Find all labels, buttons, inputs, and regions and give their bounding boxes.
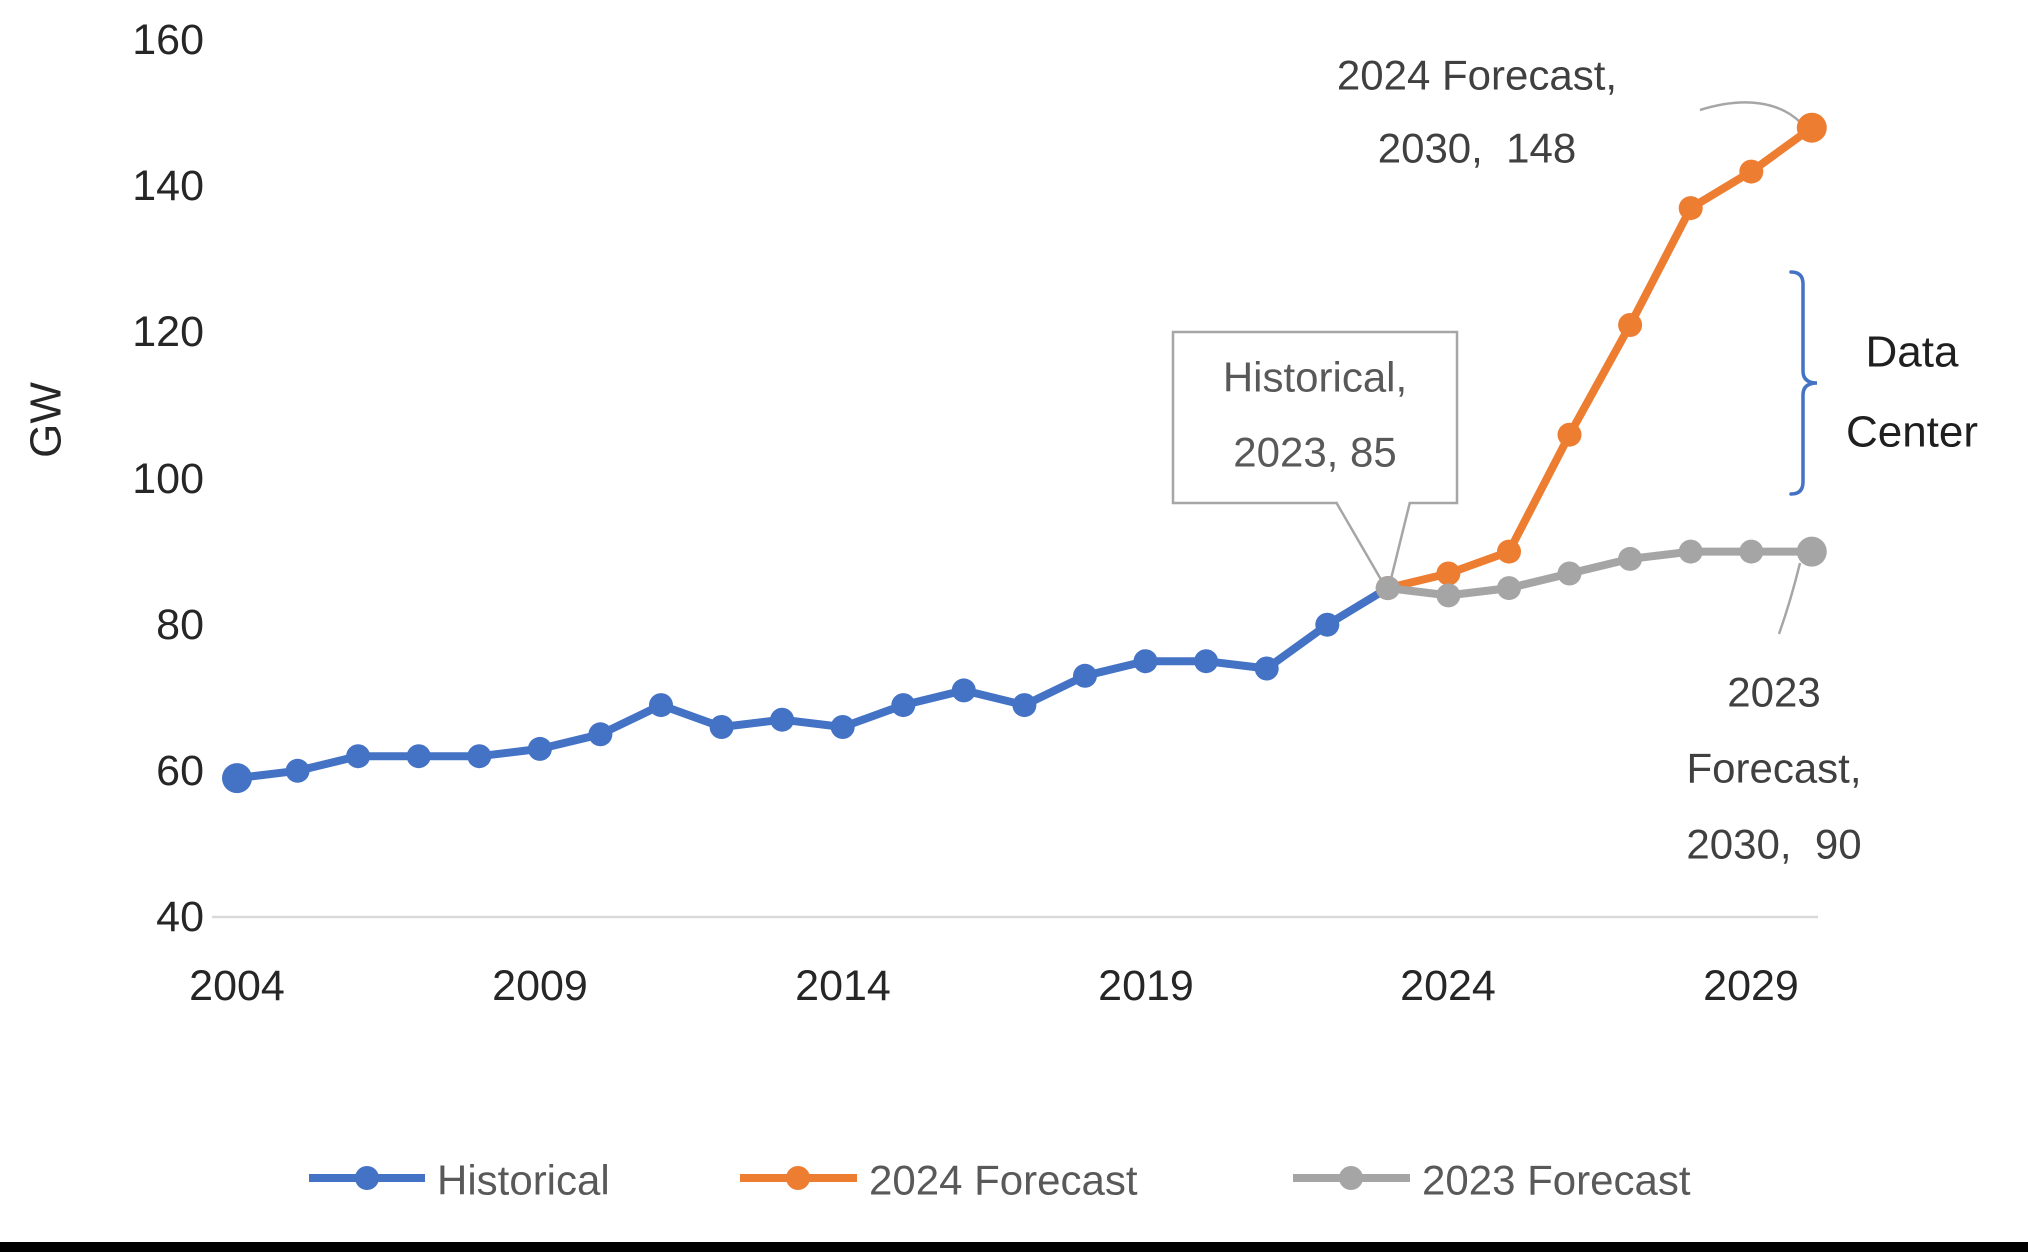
series-layer <box>222 112 1827 794</box>
data-point-2023-forecast-2030 <box>1796 536 1827 567</box>
x-tick-2019: 2019 <box>1098 962 1194 1010</box>
data-center-bracket <box>1789 270 1818 496</box>
label-2023-forecast-line3: 2030, 90 <box>1686 821 1861 868</box>
y-tick-80: 80 <box>156 601 204 649</box>
data-point-historical-2012 <box>709 715 734 739</box>
legend-label-2023-forecast: 2023 Forecast <box>1422 1157 1691 1204</box>
callout-text-line1: Historical, <box>1223 354 1407 401</box>
data-point-2023-forecast-2025 <box>1497 576 1521 601</box>
label-2024-forecast-line2: 2030, 148 <box>1378 125 1577 172</box>
x-tick-2014: 2014 <box>795 962 891 1010</box>
y-tick-60: 60 <box>156 747 204 795</box>
x-tick-2009: 2009 <box>492 962 588 1010</box>
data-point-2024-forecast-2026 <box>1557 422 1582 447</box>
y-tick-100: 100 <box>132 455 204 503</box>
legend-marker-historical-dot <box>355 1166 379 1190</box>
callout-box <box>1171 330 1459 505</box>
callout-pointer-left <box>1334 501 1385 584</box>
data-point-historical-2016 <box>951 678 976 703</box>
data-point-historical-2020 <box>1194 649 1219 674</box>
data-point-historical-2019 <box>1133 649 1158 674</box>
x-tick-2029: 2029 <box>1703 962 1799 1010</box>
data-point-2023-forecast-2028 <box>1678 539 1703 564</box>
data-point-2023-forecast-2027 <box>1618 546 1643 571</box>
data-point-historical-2007 <box>406 744 431 769</box>
y-tick-40: 40 <box>156 893 204 941</box>
leader-line-2023-forecast <box>1777 562 1802 635</box>
y-tick-160: 160 <box>132 16 204 64</box>
y-axis-title: GW <box>22 382 71 458</box>
callout-text-line2: 2023, 85 <box>1233 429 1397 476</box>
data-point-historical-2018 <box>1073 663 1097 688</box>
data-point-historical-2011 <box>649 693 673 718</box>
data-point-2024-forecast-2024 <box>1436 561 1461 586</box>
x-tick-2004: 2004 <box>189 962 285 1010</box>
data-point-historical-2006 <box>346 744 371 769</box>
callout-pointer-right <box>1388 501 1412 584</box>
data-point-2024-forecast-2027 <box>1618 313 1643 337</box>
historical-callout: Historical, 2023, 85 <box>1171 330 1459 584</box>
data-point-2024-forecast-2025 <box>1497 539 1521 564</box>
data-point-historical-2008 <box>467 744 492 769</box>
data-point-historical-2013 <box>770 707 795 732</box>
data-center-label-line1: Data <box>1866 328 1959 377</box>
data-point-2023-forecast-2023 <box>1375 576 1400 601</box>
legend-marker-2024-forecast-dot <box>786 1166 810 1190</box>
data-point-2024-forecast-2030 <box>1796 112 1827 143</box>
data-point-historical-2022 <box>1315 612 1340 637</box>
data-point-2023-forecast-2024 <box>1436 583 1461 608</box>
y-tick-120: 120 <box>132 308 204 356</box>
data-point-historical-2017 <box>1012 693 1037 718</box>
data-point-historical-2005 <box>285 758 310 783</box>
callout-pointer-fill <box>1336 500 1410 584</box>
data-point-2023-forecast-2029 <box>1739 539 1764 564</box>
data-point-2023-forecast-2026 <box>1557 561 1582 586</box>
label-2023-forecast-line2: Forecast, <box>1686 745 1861 792</box>
legend-label-historical: Historical <box>437 1157 610 1204</box>
legend-label-2024-forecast: 2024 Forecast <box>869 1157 1138 1204</box>
legend-marker-2023-forecast-dot <box>1339 1166 1363 1190</box>
bottom-black-bar <box>0 1242 2028 1252</box>
data-center-label-line2: Center <box>1846 408 1978 457</box>
data-point-historical-2010 <box>588 722 613 747</box>
y-tick-140: 140 <box>132 162 204 210</box>
data-point-historical-2015 <box>891 693 916 718</box>
legend: Historical 2024 Forecast 2023 Forecast <box>309 1157 1691 1204</box>
data-point-2024-forecast-2029 <box>1739 159 1764 184</box>
data-point-2024-forecast-2028 <box>1678 196 1703 221</box>
label-2024-forecast-line1: 2024 Forecast, <box>1337 52 1617 99</box>
x-tick-2024: 2024 <box>1400 962 1496 1010</box>
data-point-historical-2004 <box>222 763 252 794</box>
leader-line-2024-forecast <box>1699 101 1802 124</box>
data-point-historical-2009 <box>527 736 552 761</box>
label-2023-forecast-line1: 2023 <box>1727 669 1820 716</box>
data-point-historical-2021 <box>1254 656 1279 681</box>
data-point-historical-2014 <box>830 715 855 739</box>
